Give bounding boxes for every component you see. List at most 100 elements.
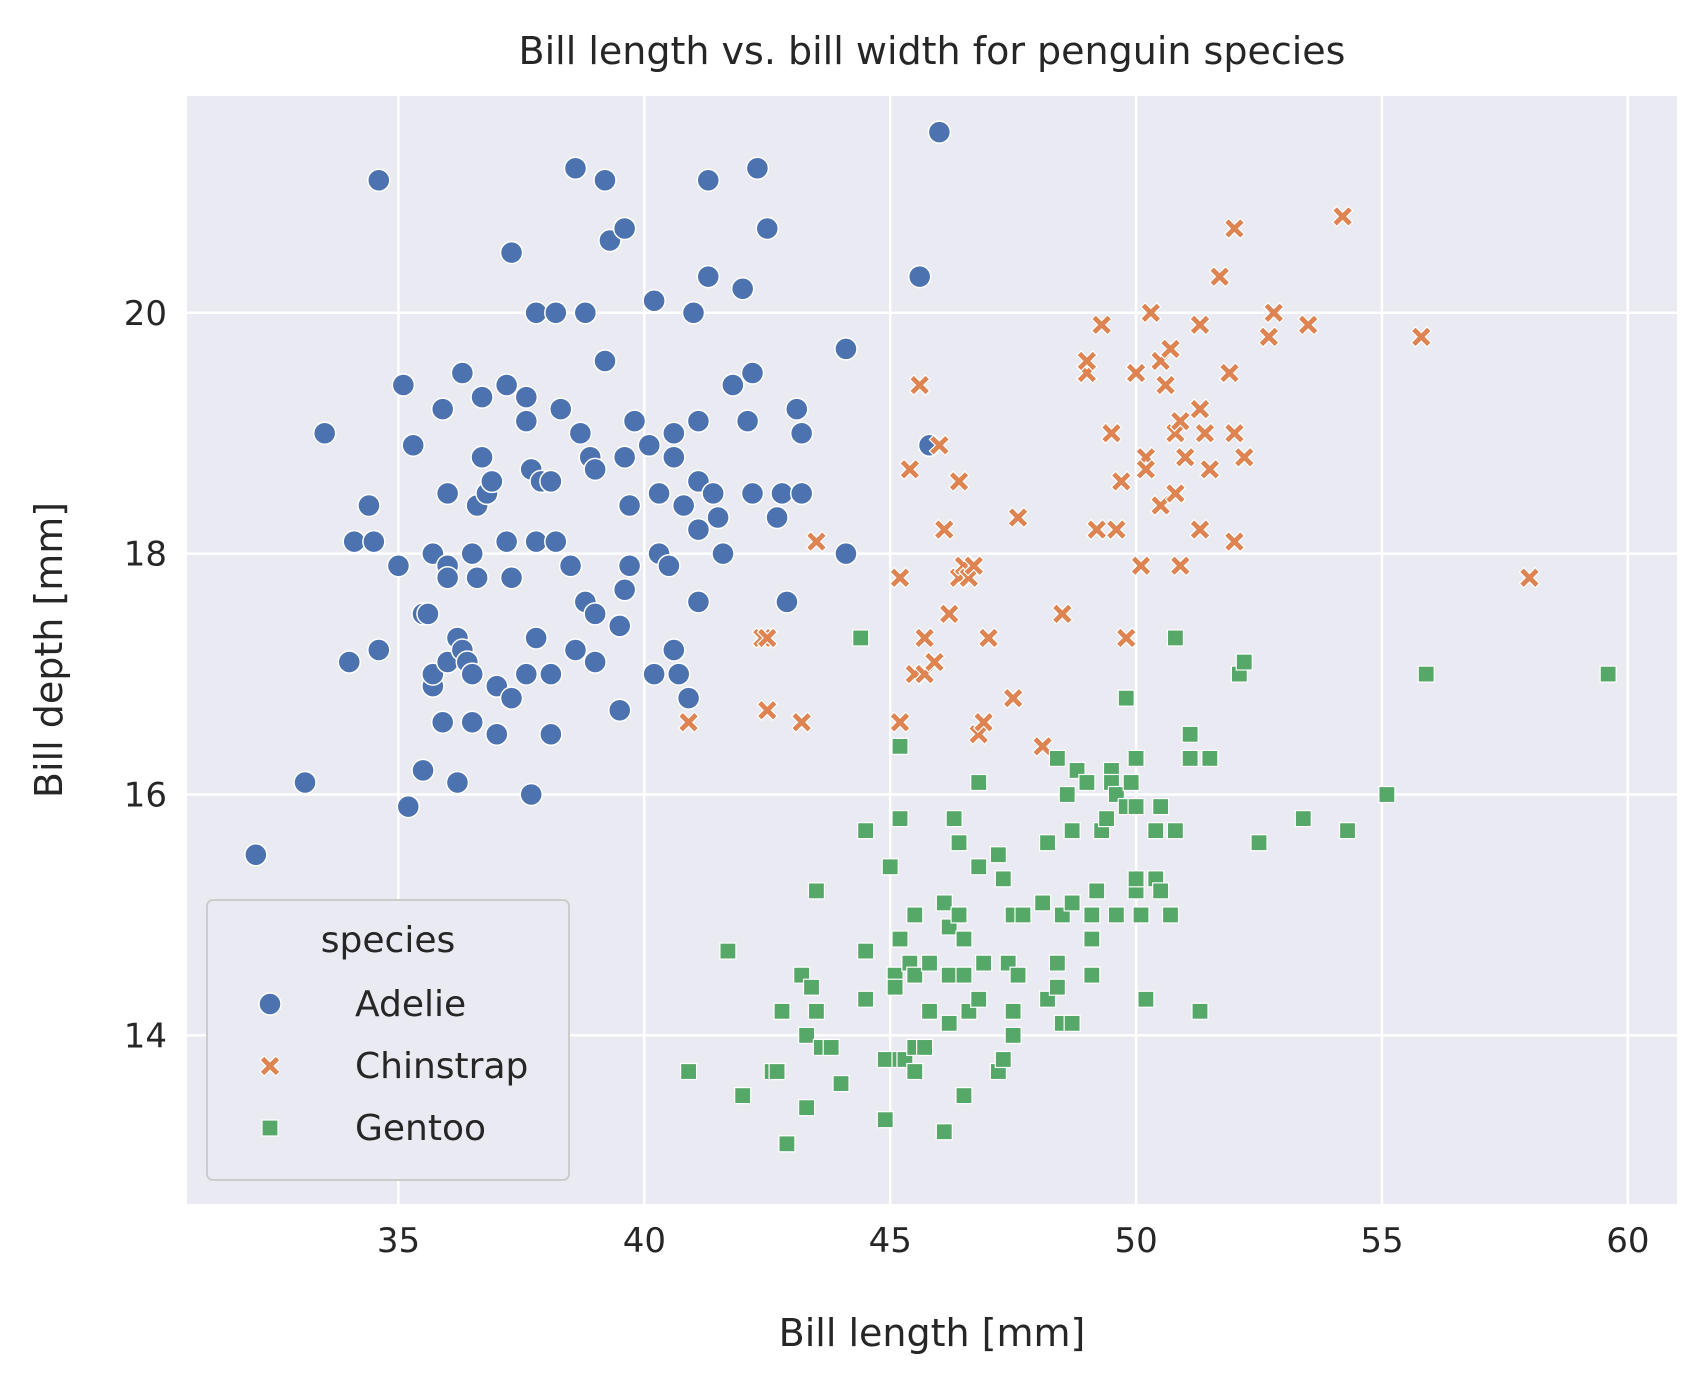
adelie-point <box>701 481 725 506</box>
adelie-point <box>494 373 519 397</box>
adelie-point <box>593 168 617 193</box>
adelie-point <box>642 662 666 686</box>
adelie-point <box>907 264 932 289</box>
chinstrap-point <box>1002 687 1024 710</box>
chinstrap-point <box>1410 326 1433 348</box>
adelie-point <box>524 626 548 650</box>
gentoo-point <box>1294 810 1312 828</box>
data-points <box>244 120 1617 1153</box>
adelie-point <box>765 505 789 530</box>
adelie-point <box>460 710 484 735</box>
chinstrap-point <box>948 470 970 493</box>
gentoo-point <box>1161 906 1180 924</box>
adelie-point <box>686 517 711 542</box>
adelie-point <box>386 553 411 578</box>
gentoo-point <box>798 1026 816 1044</box>
adelie-point <box>657 553 681 578</box>
gentoo-point <box>876 1050 894 1069</box>
gentoo-point <box>994 1050 1012 1069</box>
adelie-point <box>539 469 563 494</box>
adelie-point <box>735 409 760 433</box>
adelie-point <box>524 529 548 554</box>
chinstrap-point <box>1164 482 1187 505</box>
adelie-point <box>293 770 317 795</box>
adelie-point <box>485 722 509 747</box>
chinstrap-point <box>972 711 995 734</box>
chinstrap-point <box>908 374 931 396</box>
adelie-point <box>460 662 484 686</box>
adelie-point <box>312 421 337 445</box>
gentoo-point <box>1004 1026 1022 1044</box>
gentoo-point <box>734 1087 752 1105</box>
chinstrap-point <box>1110 470 1133 493</box>
chinstrap-point <box>1115 627 1138 649</box>
y-axis-label: Bill depth [mm] <box>27 502 71 798</box>
gentoo-point <box>1166 629 1185 647</box>
adelie-point <box>617 553 642 578</box>
chinstrap-point <box>1331 205 1354 228</box>
chinstrap-point <box>933 518 956 541</box>
gentoo-point <box>1132 906 1150 924</box>
gentoo-point <box>852 629 870 647</box>
x-tick-label: 35 <box>377 1221 420 1261</box>
legend-box <box>206 899 570 1181</box>
gentoo-point <box>1107 906 1126 924</box>
chinstrap-point <box>1223 217 1246 240</box>
chinstrap-point <box>1208 265 1231 288</box>
gentoo-point <box>1063 1014 1081 1032</box>
adelie-point <box>927 120 952 144</box>
gentoo-point <box>955 1087 973 1105</box>
gentoo-point <box>1048 749 1066 767</box>
adelie-point <box>686 409 711 433</box>
adelie-point <box>544 529 568 554</box>
adelie-point <box>671 493 696 518</box>
adelie-point <box>401 433 425 458</box>
gentoo-point <box>916 1038 934 1057</box>
adelie-point <box>775 590 799 614</box>
gentoo-point <box>857 990 875 1008</box>
adelie-point <box>696 168 721 193</box>
chinstrap-point <box>1297 313 1320 336</box>
gentoo-point <box>1083 906 1101 924</box>
adelie-point <box>617 493 642 518</box>
gentoo-point <box>1097 810 1116 828</box>
adelie-point <box>789 421 814 445</box>
chinstrap-point <box>1051 603 1074 625</box>
chinstrap-point <box>1189 398 1211 420</box>
gentoo-point <box>975 954 993 972</box>
gentoo-point <box>881 858 899 876</box>
adelie-point <box>539 662 563 686</box>
gentoo-legend-marker <box>261 1119 279 1137</box>
gentoo-point <box>1147 822 1165 840</box>
chinstrap-point <box>913 627 936 649</box>
chinstrap-point <box>889 566 911 589</box>
adelie-point <box>548 397 573 421</box>
adelie-point <box>342 529 366 554</box>
chinstrap-point <box>1169 410 1192 433</box>
chinstrap-point <box>1154 374 1177 396</box>
gentoo-point <box>1038 834 1057 852</box>
gentoo-point <box>1137 990 1155 1008</box>
series-adelie <box>244 120 952 867</box>
adelie-point <box>740 361 765 385</box>
gentoo-point <box>1127 870 1145 888</box>
chinstrap-point <box>977 627 1000 649</box>
chinstrap-point <box>1189 313 1211 336</box>
adelie-point <box>357 493 381 518</box>
gentoo-point <box>807 1002 826 1020</box>
adelie-point <box>470 385 494 409</box>
adelie-point <box>583 650 607 674</box>
gentoo-point <box>1083 930 1101 948</box>
legend-label-chinstrap: Chinstrap <box>355 1046 528 1087</box>
adelie-point <box>583 602 607 626</box>
adelie-point <box>558 553 583 578</box>
gentoo-point <box>1127 749 1145 767</box>
x-tick-label: 55 <box>1360 1221 1403 1261</box>
chinstrap-point <box>805 530 828 553</box>
chinstrap-point <box>1258 326 1280 348</box>
gentoo-point <box>1250 834 1268 852</box>
gentoo-point <box>1181 749 1199 767</box>
chinstrap-point <box>1189 518 1211 541</box>
y-tick-label: 18 <box>124 535 167 575</box>
